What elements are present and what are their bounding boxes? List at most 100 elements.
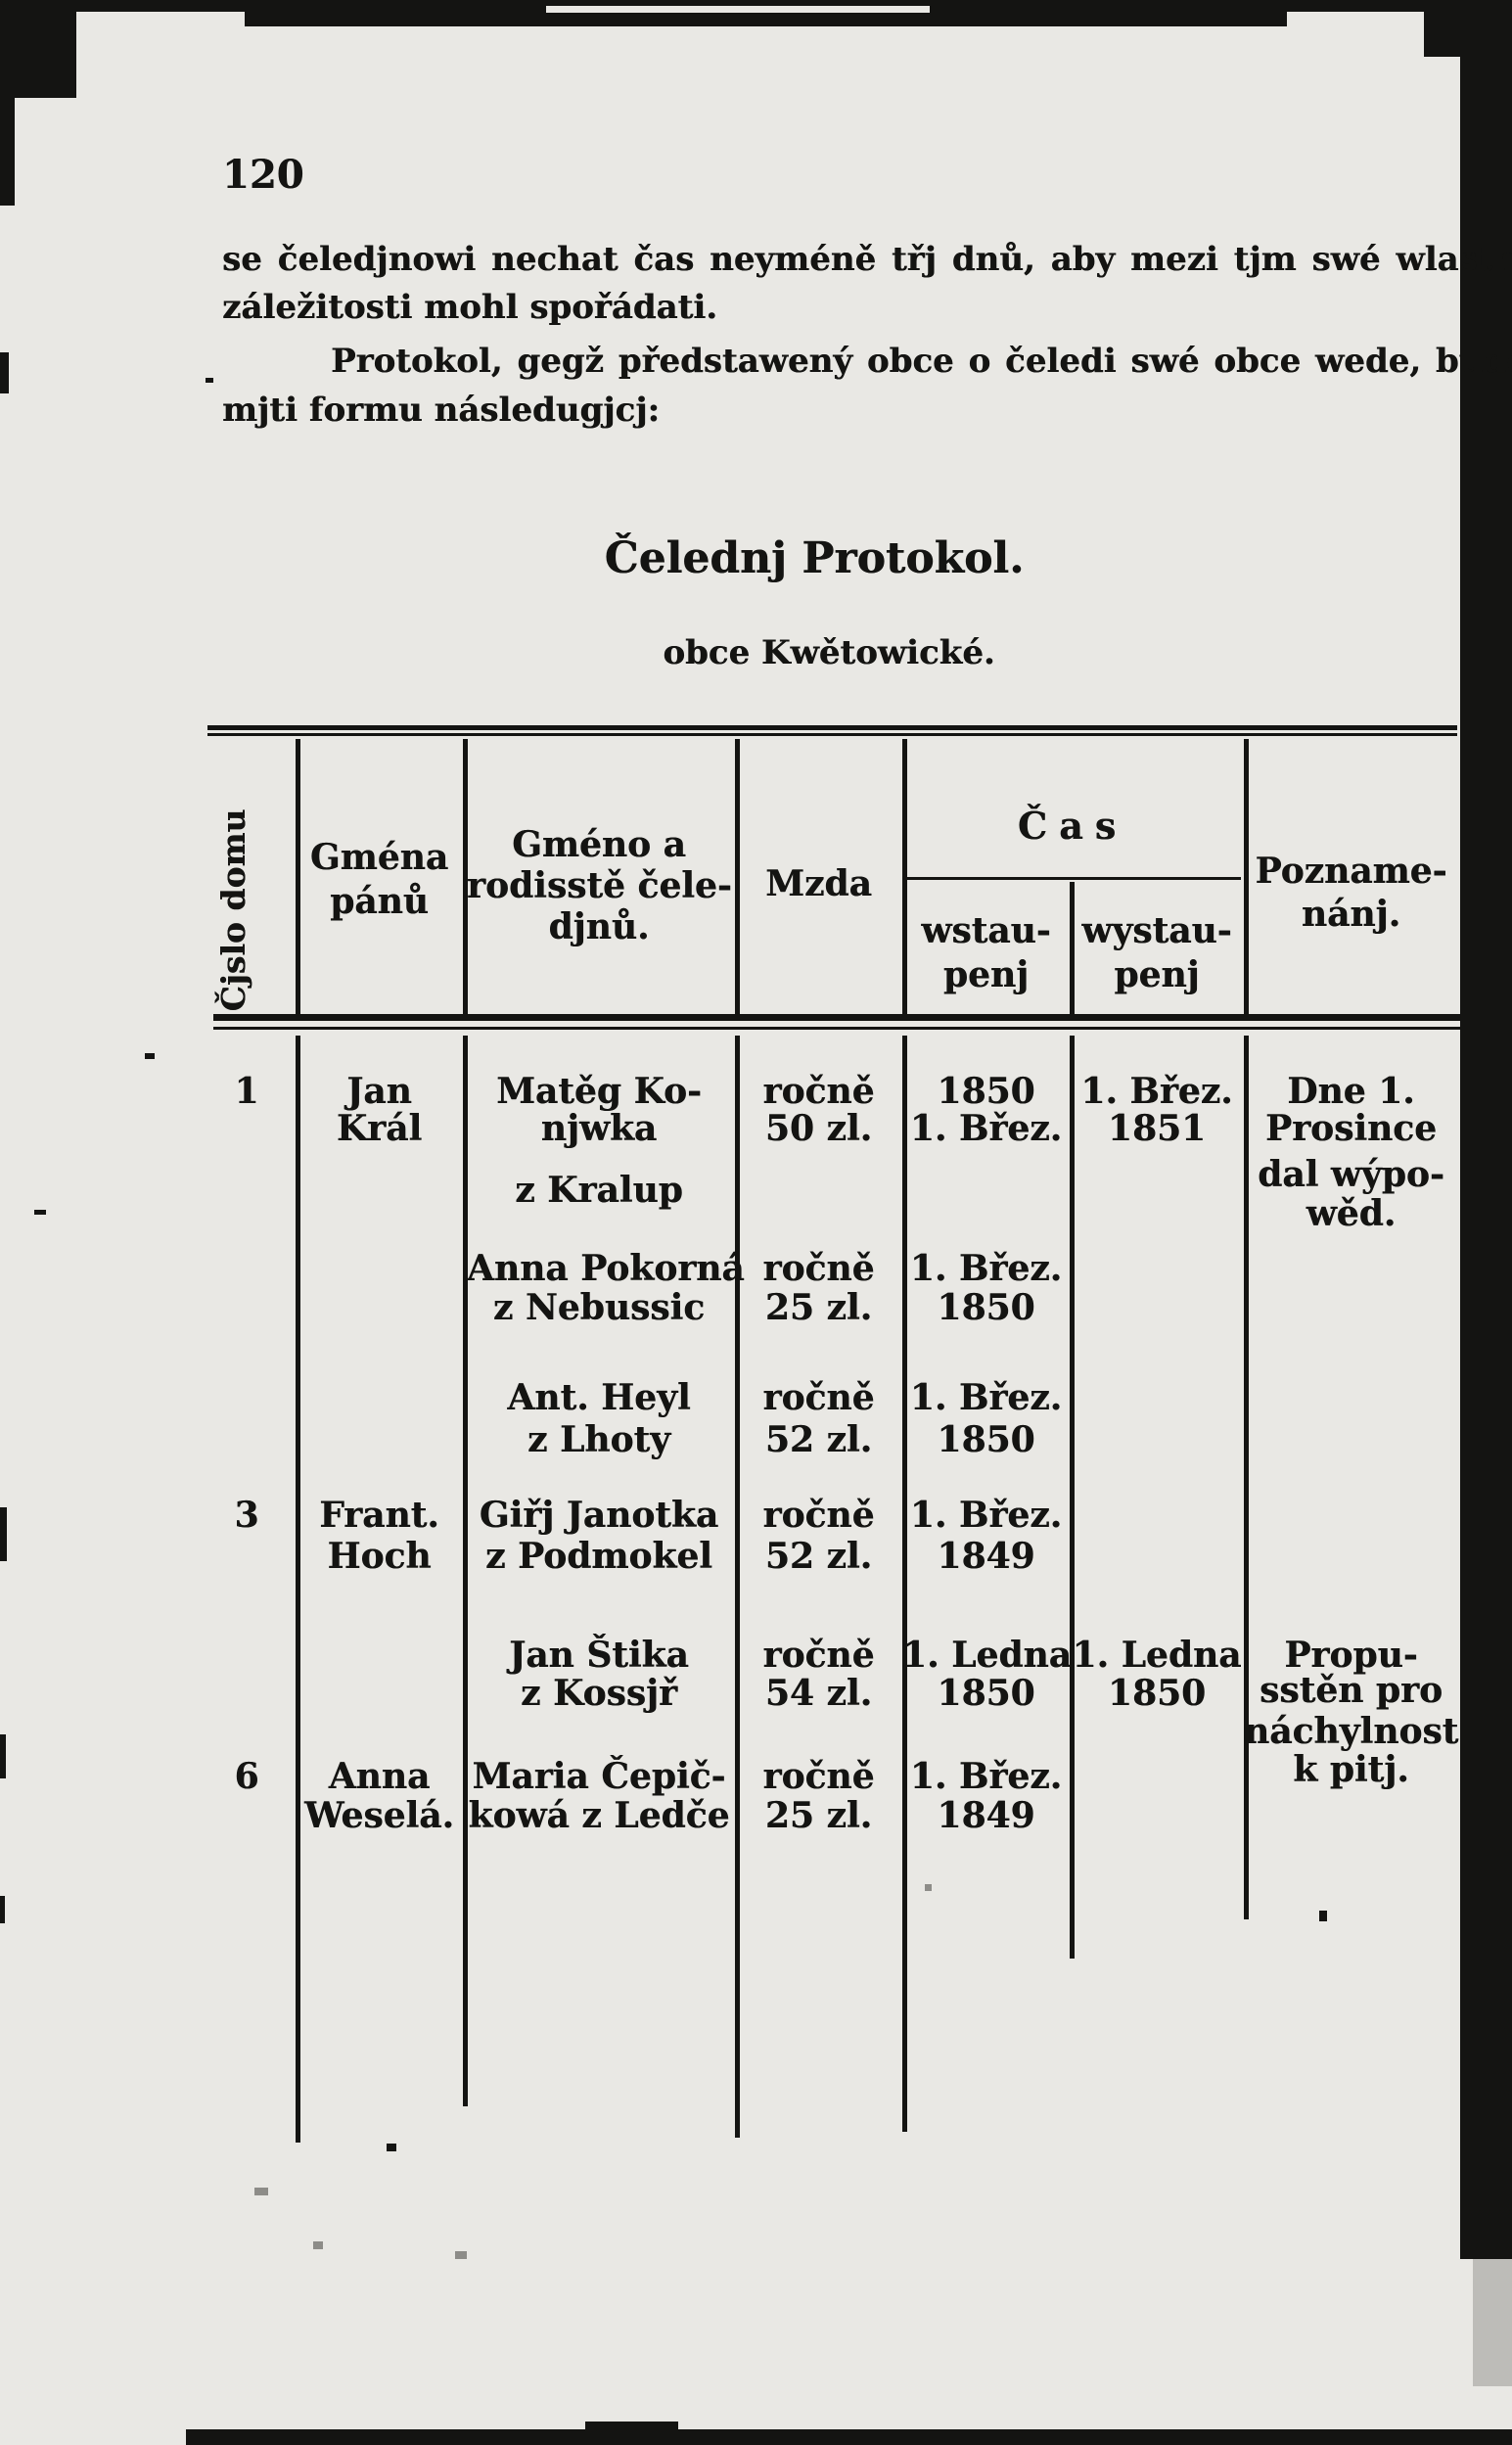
header-note-line-2: nánj. (1301, 894, 1401, 935)
header-column-line-3 (735, 739, 740, 1015)
scan-speck-5 (1319, 1911, 1327, 1921)
entry-1-servant-line-3: z Kralup (515, 1170, 683, 1211)
header-time-out-line-1: wystau- (1081, 910, 1232, 951)
entry-1-master-line-2: Král (336, 1108, 423, 1149)
entry-2-wage-line-1: ročně (762, 1248, 875, 1289)
page-number: 120 (222, 152, 304, 198)
entry-1-note-line-1: Dne 1. (1287, 1071, 1415, 1112)
header-column-line-1 (296, 739, 300, 1015)
body-column-line-1 (296, 1036, 300, 2143)
header-time: Čas (1017, 804, 1128, 848)
entry-6-servant-line-1: Maria Čepič- (472, 1756, 726, 1797)
entry-6-master-line-2: Weselá. (303, 1795, 455, 1836)
body-column-line-2 (463, 1036, 468, 2106)
scan-speck-8 (455, 2251, 467, 2259)
paragraph-1-line-2: záležitosti mohl spořádati. (222, 288, 718, 327)
entry-5-wage-line-2: 54 zl. (764, 1673, 873, 1714)
body-column-line-6 (1244, 1036, 1249, 1919)
body-column-line-3 (735, 1036, 740, 2138)
entry-1-wage-line-2: 50 zl. (764, 1108, 873, 1149)
header-column-line-4 (902, 739, 907, 1015)
entry-1-time-out-line-1: 1. Břez. (1080, 1071, 1233, 1112)
entry-5-note-line-3: náchylnost (1244, 1711, 1459, 1752)
entry-3-time-in-line-2: 1850 (937, 1419, 1035, 1460)
entry-1-master-line-1: Jan (346, 1071, 412, 1112)
entry-1-note-line-2: Prosince (1265, 1108, 1437, 1149)
entry-1-time-in-line-1: 1850 (937, 1071, 1035, 1112)
entry-1-time-in-line-2: 1. Břez. (909, 1108, 1063, 1149)
header-time-in-line-1: wstau- (921, 910, 1051, 951)
entry-2-servant-line-1: Anna Pokorná (467, 1248, 745, 1289)
scan-speck-9 (925, 1884, 932, 1891)
scan-edge-left-mark-3 (0, 1734, 6, 1778)
scan-edge-left-mark-4 (0, 1896, 5, 1923)
entry-4-time-in-line-2: 1849 (937, 1536, 1035, 1577)
entry-5-time-out-line-2: 1850 (1107, 1673, 1207, 1714)
entry-4-master-line-2: Hoch (327, 1536, 432, 1577)
scan-edge-bottom-band (186, 2429, 1512, 2445)
scan-speck-7 (313, 2241, 323, 2249)
entry-1-note-line-4: wěd. (1306, 1193, 1397, 1234)
header-column-line-cas-divider (1070, 882, 1075, 1015)
scan-speck-4 (387, 2144, 396, 2151)
entry-6-time-in-line-1: 1. Břez. (909, 1756, 1063, 1797)
paragraph-2-line-2: mjti formu následugjcj: (222, 391, 661, 430)
entry-5-time-in-line-2: 1850 (937, 1673, 1035, 1714)
entry-2-time-in-line-2: 1850 (937, 1287, 1035, 1328)
entry-4-master-line-1: Frant. (319, 1495, 439, 1536)
entry-6-wage-line-2: 25 zl. (764, 1795, 873, 1836)
entry-3-wage-line-2: 52 zl. (764, 1419, 873, 1460)
entry-5-note-line-1: Propu- (1284, 1635, 1418, 1676)
entry-6-servant-line-2: kowá z Ledče (468, 1795, 730, 1836)
header-servant-line-3: djnů. (548, 906, 650, 947)
table-rule-mid-b (213, 1027, 1466, 1030)
header-masters-line-2: pánů (330, 881, 429, 922)
entry-2-time-in-line-1: 1. Břez. (909, 1248, 1063, 1289)
entry-5-time-in-line-1: 1. Ledna (902, 1635, 1073, 1676)
entry-6-house-number: 6 (234, 1756, 259, 1797)
header-note-line-1: Pozname- (1255, 851, 1447, 892)
entry-5-note-line-4: k pitj. (1293, 1749, 1409, 1790)
scan-edge-left-mark-2 (0, 1507, 7, 1561)
entry-6-wage-line-1: ročně (762, 1756, 875, 1797)
entry-5-time-out-line-1: 1. Ledna (1072, 1635, 1242, 1676)
entry-4-servant-line-1: Giřj Janotka (479, 1495, 719, 1536)
entry-1-servant-line-2: njwka (540, 1108, 658, 1149)
entry-4-house-number: 3 (234, 1495, 259, 1536)
header-house-number: Čjslo domu (214, 808, 252, 1012)
header-servant-line-2: rodisstě čele- (467, 865, 732, 906)
entry-3-time-in-line-1: 1. Břez. (909, 1377, 1063, 1418)
scan-speck-2 (145, 1053, 155, 1059)
scan-edge-bottom-blob (585, 2422, 678, 2433)
entry-2-servant-line-2: z Nebussic (492, 1287, 706, 1328)
header-time-out-line-2: penj (1114, 954, 1200, 995)
scan-corner-top-right (1424, 0, 1512, 57)
table-rule-cas (906, 877, 1241, 880)
scan-speck-1 (206, 378, 213, 383)
paragraph-2-line-1: Protokol, gegž předstawený obce o čeledi… (331, 342, 1512, 381)
table-rule-mid-a (213, 1014, 1466, 1021)
scan-speck-3 (34, 1210, 46, 1215)
header-column-line-2 (463, 739, 468, 1015)
header-column-line-5 (1244, 739, 1249, 1015)
entry-5-note-line-2: sstěn pro (1260, 1670, 1443, 1711)
entry-5-wage-line-1: ročně (762, 1635, 875, 1676)
body-column-line-5 (1070, 1036, 1075, 1959)
entry-1-time-out-line-2: 1851 (1107, 1108, 1207, 1149)
scan-edge-right-band (1460, 0, 1512, 2259)
entry-6-time-in-line-2: 1849 (937, 1795, 1035, 1836)
scan-edge-right-fade (1473, 2259, 1512, 2386)
entry-4-wage-line-1: ročně (762, 1495, 875, 1536)
entry-1-note-line-3: dal wýpo- (1258, 1154, 1444, 1195)
entry-4-time-in-line-1: 1. Břez. (909, 1495, 1063, 1536)
entry-4-servant-line-2: z Podmokel (485, 1536, 712, 1577)
scan-edge-left-strip (0, 93, 15, 206)
entry-2-wage-line-2: 25 zl. (764, 1287, 873, 1328)
table-rule-top-b (207, 733, 1457, 736)
protocol-subtitle: obce Kwětowické. (663, 633, 995, 672)
scan-edge-top-gap (546, 6, 930, 13)
entry-4-wage-line-2: 52 zl. (764, 1536, 873, 1577)
header-time-in-line-2: penj (942, 954, 1030, 995)
entry-3-servant-line-1: Ant. Heyl (507, 1377, 691, 1418)
